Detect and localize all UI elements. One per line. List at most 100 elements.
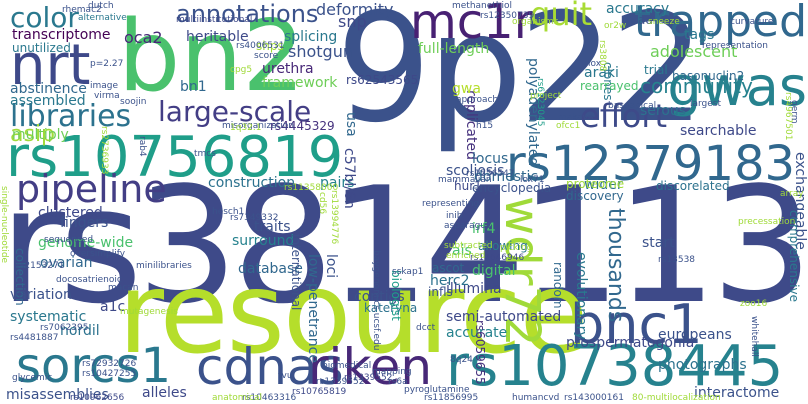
word: community [640,74,753,98]
word: p=2.27 [90,59,124,69]
word: clustered [38,205,103,221]
word: oversimplify [70,249,126,259]
word: rs4445329 [270,119,335,133]
word: framework [262,75,338,91]
word: sskap1 [392,267,424,277]
word: rs2736933 [99,126,109,175]
word: loci [323,254,339,279]
word: quit [530,0,593,33]
word: serous [640,103,687,119]
word: 80-multilocalization [632,393,721,403]
word: rab4 [137,136,147,157]
word: semi-automated [446,309,562,325]
word: database [238,261,303,277]
word: rs1556547 [466,169,515,179]
word: kateryna [364,301,418,315]
word: sequenced [44,235,94,245]
word: misorganization [222,121,294,131]
word: mapping [372,367,412,377]
word: humancvd [512,393,560,403]
word: precessation [738,217,796,227]
word: germ [789,100,799,124]
word: dutch [88,1,114,11]
word: accurate [446,325,508,341]
word: fingers [60,215,109,231]
word: proteome [566,177,625,191]
word: misassemblies [6,387,109,403]
word: genome-wide [38,235,134,251]
word: largest [690,99,722,109]
word: score [254,51,279,61]
word: rs6a [388,377,408,387]
word: 8q24 [450,355,473,365]
word: searchable [680,123,757,139]
word: glycemic [12,373,53,383]
word: thousands [603,208,628,323]
word: illumina [446,281,502,297]
word: discovery [566,189,624,203]
word: picking [500,243,533,253]
word: bnc1 [570,293,703,356]
word: biologist [389,270,403,321]
word: rs2153271 [16,261,65,271]
word: rs3814113 [0,152,808,339]
word: encyclopedia [472,181,552,195]
word: resource [118,249,588,379]
word: rs7062395 [40,323,89,333]
word: rs6123045 [535,78,545,127]
word: hesch1 [212,207,245,217]
word: ofcc1 [556,121,581,131]
word: interactome [694,385,780,401]
word: tags [684,27,715,43]
word: organisms [512,17,559,27]
word: zoo16 [740,299,768,309]
word: rs10463316 [242,393,297,403]
word: a1c [100,299,126,315]
word: h15 [476,121,494,131]
word: rs13538 [658,255,696,265]
word: gwas [667,55,807,118]
word: adolescent [650,42,738,61]
word: rs4481887 [10,333,59,343]
word: color [10,1,79,34]
word: sorcs1 [16,338,171,394]
word: riken [308,338,433,396]
word: or2w [604,21,627,31]
word: full-length [418,41,490,57]
word: surround [232,233,295,249]
word: unutilized [12,41,71,55]
word: accuracy [606,1,670,17]
word: c57bl/6n [341,148,357,209]
word: approach [456,95,499,105]
word: rs11856995 [424,393,479,403]
word: virma [94,91,120,101]
word: mammalian [438,175,492,185]
word: multiinstitutional [176,15,253,25]
word: annotations [176,0,319,28]
word: hur1 [454,179,482,193]
word: traits [254,219,291,235]
word: tmcs [194,149,216,159]
word: transcriptome [12,27,111,43]
word: soojin [120,97,147,107]
word: alternative [78,13,127,23]
word: variation [10,287,72,303]
word: contigs [354,289,405,305]
word: baygenomics.ucsf.edu [371,250,381,351]
word: tvu [278,371,293,381]
word: rs10765819 [292,387,347,397]
word: rs72932726 [82,359,137,369]
word: multiply [12,127,69,143]
word: single-nucleotide [0,186,9,264]
word: rs10738445 [446,334,784,399]
word: gwa [452,81,481,97]
word: alleles [142,385,187,401]
word: heritable [186,29,249,45]
word: libraries [10,99,132,134]
word: rs10756819 [6,125,344,190]
word: rs13994776 [329,190,339,245]
word: abstinence [10,81,87,97]
word: start [642,235,675,251]
word: pipeline [16,167,167,211]
